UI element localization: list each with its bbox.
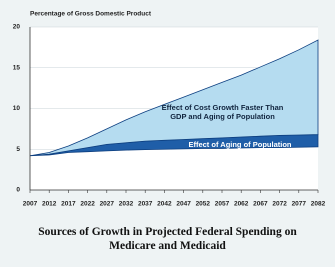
x-tick-label: 2082 [311, 201, 326, 208]
chart-title: Sources of Growth in Projected Federal S… [38, 226, 297, 252]
x-tick-label: 2057 [215, 201, 230, 208]
x-tick-label: 2022 [80, 201, 95, 208]
area [29, 39, 319, 157]
x-tick-label: 2017 [61, 201, 76, 208]
x-tick-label: 2077 [292, 201, 307, 208]
y-tick-label: 20 [13, 24, 21, 31]
chart: Percentage of Gross Domestic Product 0 5 1… [13, 11, 326, 208]
x-tick-label: 2007 [23, 201, 38, 208]
y-tick-label: 0 [16, 187, 20, 194]
x-tick-label: 2042 [157, 201, 172, 208]
x-tick-label: 2012 [42, 201, 57, 208]
x-tick-label: 2062 [234, 201, 249, 208]
x-tick-label: 2047 [176, 201, 191, 208]
y-tick-label: 5 [16, 146, 20, 153]
x-tick-label: 2067 [253, 201, 268, 208]
annotation: Effect of Cost Growth Faster Than GDP an… [161, 103, 284, 121]
x-tick-label: 2027 [100, 201, 115, 208]
x-tick-label: 2072 [272, 201, 287, 208]
y-tick-label: 15 [13, 64, 21, 71]
y-tick-label: 10 [13, 105, 21, 112]
x-tick-label: 2032 [119, 201, 134, 208]
annotation: Effect of Aging of Population [188, 140, 292, 149]
x-tick-label: 2037 [138, 201, 153, 208]
area [30, 146, 318, 190]
x-tick-label: 2052 [196, 201, 211, 208]
y-axis-label: Percentage of Gross Domestic Product [30, 11, 152, 18]
